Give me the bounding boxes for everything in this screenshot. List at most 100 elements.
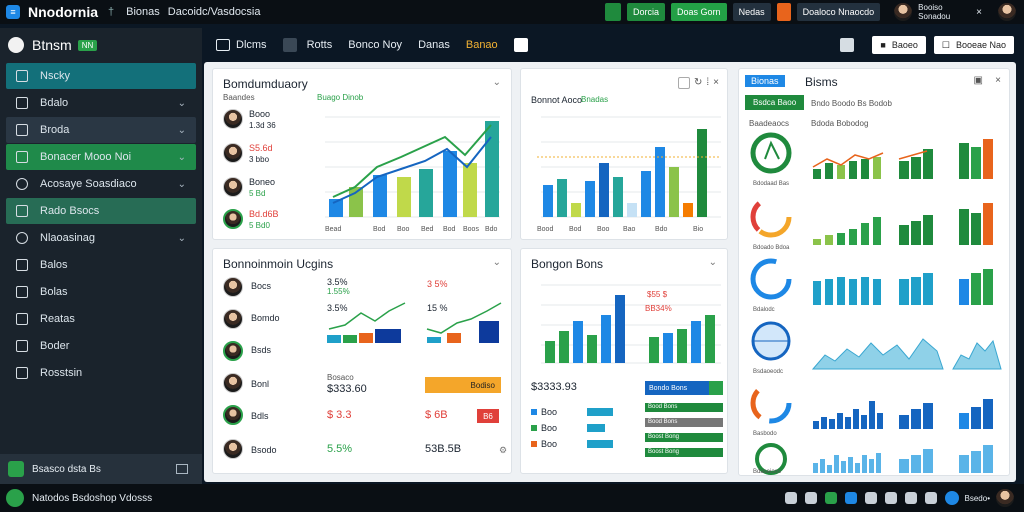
tray-icon-5[interactable] (864, 492, 877, 504)
sidebar-item-7[interactable]: Nlaoasinag ⌄ (6, 225, 196, 251)
close-icon[interactable]: × (976, 6, 982, 18)
breadcrumb-1[interactable]: Bionas (126, 6, 160, 18)
layers-icon[interactable] (216, 39, 230, 51)
sidebar-item-11[interactable]: Boder (6, 333, 196, 359)
top-button-4[interactable]: Doaloco Nnaocdo (796, 3, 881, 21)
sidebar-item-8[interactable]: Balos (6, 252, 196, 278)
lock-button[interactable]: ■ Baoeo (872, 36, 926, 54)
tab-1[interactable]: Dlcms (236, 39, 267, 51)
line-chart-a (327, 302, 406, 343)
sidebar-item-label: Broda (40, 124, 70, 136)
lock-icon[interactable]: ▣ (973, 75, 983, 86)
top-button-2[interactable]: Doas Gorn (671, 3, 727, 21)
tray-icon-2[interactable] (804, 492, 817, 504)
gauge-label: Bdodaad Bas (753, 181, 789, 187)
row-name: Bonl (251, 379, 270, 389)
sidebar-item-label: Rosstsin (40, 367, 83, 379)
sidebar-item-12[interactable]: Rosstsin (6, 360, 196, 386)
card-action-button[interactable]: Bsdca Baoo (745, 95, 805, 110)
gauge (750, 258, 792, 300)
sidebar-item-2[interactable]: Bdalo ⌄ (6, 90, 196, 116)
more-icon[interactable]: ⁞ (706, 77, 710, 88)
card-revenue-title: Bongon Bons (531, 257, 604, 271)
red-button[interactable]: B6 (477, 409, 499, 423)
row-name: S5.6d (249, 143, 273, 153)
right-label: Bdoda Bobodog (811, 119, 869, 128)
status-list: Bood Bons Bood Bons Boost Bong Boost Bon… (645, 403, 723, 457)
sidebar-item-1[interactable]: Nscky (6, 63, 196, 89)
lock-button-label: Baoeo (891, 40, 918, 50)
share-icon[interactable] (513, 38, 528, 52)
card-overview: Bionas Bisms ▣ × Bsdca Baoo Bndo Boodo B… (738, 68, 1010, 476)
avatar (223, 109, 243, 129)
tray-icon-1[interactable] (784, 492, 797, 504)
close-icon[interactable]: × (713, 77, 719, 88)
sidebar-item-4[interactable]: Bonacer Mooo Noi ⌄ (6, 144, 196, 170)
avatar (223, 143, 243, 163)
sidebar-footer[interactable]: Bsasco dsta Bs (0, 454, 202, 484)
mini-chart (813, 445, 993, 473)
settings-button[interactable]: ☐ Booeae Nao (933, 36, 1014, 54)
top-button-1[interactable]: Dorcia (627, 3, 666, 21)
tray-status[interactable]: Bsedo• (944, 489, 1014, 507)
progress-bar (587, 440, 614, 448)
line-chart-b (426, 302, 502, 343)
tab-3[interactable]: Bonco Noy (348, 39, 403, 51)
revenue-button[interactable]: Bondo Bons (645, 381, 723, 395)
refresh-icon[interactable]: ↻ (693, 77, 703, 88)
sidebar-item-5[interactable]: Acosaye Soasdiaco ⌄ (6, 171, 196, 197)
user-name: Booiso Sonadou (918, 3, 951, 21)
status-text: Natodos Bsdoshop Vdosss (32, 492, 153, 504)
axis-label: Bod (373, 226, 386, 233)
chevron-down-icon[interactable]: ⌄ (708, 257, 717, 268)
tab-2[interactable]: Rotts (306, 39, 333, 51)
green-app-icon[interactable] (6, 489, 24, 507)
sidebar-item-label: Bdalo (40, 97, 69, 109)
camera-icon[interactable] (840, 38, 855, 52)
close-icon[interactable]: × (995, 75, 1001, 86)
user-avatar[interactable] (894, 3, 913, 21)
tray-icon-8[interactable] (924, 492, 937, 504)
status-bar: Boost Bong (645, 448, 723, 457)
tray-avatar[interactable] (996, 489, 1014, 507)
row-name: Bsodo (251, 445, 277, 455)
tray-icon-3[interactable] (824, 492, 837, 504)
sidebar-badge: NN (77, 39, 98, 51)
sidebar-item-6[interactable]: Rado Bsocs (6, 198, 196, 224)
sidebar-item-label: Rado Bsocs (40, 205, 100, 217)
sidebar-item-9[interactable]: Bolas (6, 279, 196, 305)
chevron-down-icon[interactable]: ⌄ (492, 257, 501, 268)
tray-icon-6[interactable] (884, 492, 897, 504)
sidebar-item-3[interactable]: Broda ⌄ (6, 117, 196, 143)
bar (585, 181, 595, 217)
chevron-down-icon[interactable]: ⌄ (492, 77, 501, 88)
axis-label: Bood (537, 226, 553, 233)
revenue-rows: Boo Boo Boo (531, 407, 614, 449)
chevron-down-icon: ⌄ (177, 151, 186, 163)
list-item-label: Boo (541, 439, 558, 449)
tray-icon-4[interactable] (844, 492, 857, 504)
summary-chart: Bead Bod Boo Bed Bod Boos Bdo (325, 116, 500, 233)
window-icon[interactable] (282, 38, 297, 52)
yellow-button[interactable]: Bodiso (425, 377, 501, 393)
list-item-label: Boo (541, 407, 558, 417)
top-button-3[interactable]: Nedas (732, 3, 771, 21)
tray-icon-7[interactable] (904, 492, 917, 504)
breadcrumb-2[interactable]: Dacoidc/Vasdocsia (167, 6, 261, 18)
bar (419, 169, 433, 217)
expand-icon[interactable] (176, 464, 188, 474)
bullet-icon (531, 441, 537, 447)
orange-icon[interactable] (776, 3, 791, 21)
green-square-icon[interactable] (605, 3, 622, 21)
tab-5[interactable]: Banao (465, 39, 498, 51)
pin-icon[interactable]: † (108, 6, 115, 18)
card-metrics-title: Bonnoinmoin Ucgins (223, 257, 334, 271)
settings-icon[interactable]: ⚙ (499, 445, 508, 455)
axis-label: Bio (693, 226, 703, 233)
tab-4[interactable]: Danas (418, 39, 450, 51)
sidebar-item-10[interactable]: Reatas (6, 306, 196, 332)
search-icon[interactable] (677, 77, 690, 89)
profile-avatar[interactable] (998, 3, 1016, 21)
list-item: Boo (531, 439, 614, 449)
bar (669, 167, 679, 217)
